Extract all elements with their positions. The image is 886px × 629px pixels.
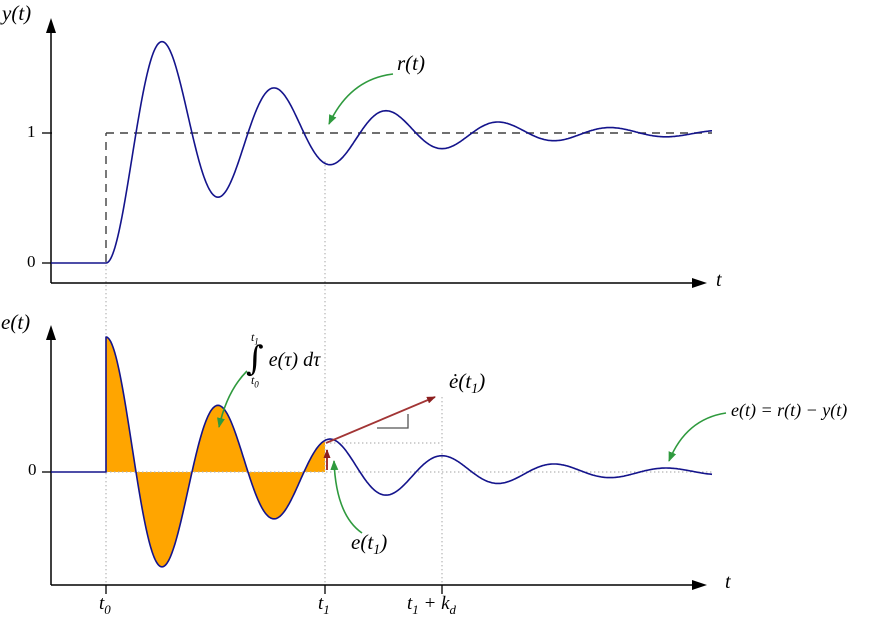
integral-area-fill	[106, 337, 325, 567]
bottom-y-axis-arrowhead	[46, 325, 56, 340]
top-y-axis-arrowhead	[46, 18, 56, 33]
integral-lower-limit: t0	[250, 373, 259, 390]
x-tick-t0: t0	[99, 593, 111, 617]
x-tick-t1-plus-kd: t1 + kd	[407, 593, 456, 617]
reference-label: r(t)	[397, 51, 425, 75]
top-y-axis-label: y(t)	[2, 1, 32, 25]
slope-triangle	[377, 414, 409, 429]
bottom-x-axis-arrowhead	[692, 580, 707, 590]
r-annotation-arrow	[328, 73, 394, 125]
integral-sign: ∫	[246, 339, 264, 380]
bottom-y-axis-label: e(t)	[1, 310, 31, 334]
response-curve	[51, 40, 712, 264]
bottom-tick-label-0: 0	[28, 460, 37, 479]
error-value-label: e(t1)	[351, 530, 388, 559]
bottom-x-axis-label: t	[725, 571, 731, 593]
top-x-axis-label: t	[716, 269, 722, 291]
derivative-label: ė(t1)	[449, 369, 486, 398]
error-eq-annotation-arrow	[668, 412, 727, 462]
integral-label: t1 ∫ t0 e(τ) dτ	[246, 331, 320, 390]
error-curve	[51, 336, 713, 568]
top-x-axis-arrowhead	[692, 278, 707, 288]
top-tick-label-0: 0	[27, 252, 36, 271]
integral-annotation-arrow	[217, 370, 248, 428]
derivative-tangent-arrow	[325, 396, 436, 444]
error-equation-label: e(t) = r(t) − y(t)	[731, 400, 848, 420]
integral-body: e(τ) dτ	[268, 348, 321, 371]
integral-sign-with-limits: t1 ∫ t0	[246, 331, 264, 390]
e-t1-annotation-arrow	[330, 460, 363, 534]
x-tick-t1: t1	[318, 593, 330, 617]
top-tick-label-1: 1	[27, 122, 36, 141]
integral-upper-limit: t1	[250, 330, 259, 347]
